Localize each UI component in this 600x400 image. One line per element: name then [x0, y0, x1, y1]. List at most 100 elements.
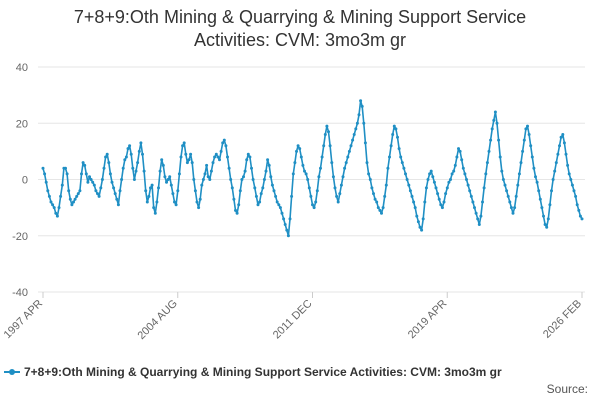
data-point [242, 175, 245, 179]
data-point [413, 206, 417, 210]
data-point [376, 206, 380, 210]
data-point [408, 189, 412, 193]
data-point [493, 110, 497, 114]
data-point [86, 180, 90, 184]
data-point [160, 158, 164, 162]
data-point [476, 217, 480, 221]
data-point [246, 152, 250, 156]
data-point [157, 186, 160, 190]
data-point [432, 180, 436, 184]
data-point [201, 178, 205, 181]
data-point [550, 189, 553, 193]
data-point [266, 158, 270, 162]
data-point [517, 172, 521, 176]
data-point [542, 214, 545, 218]
data-point [240, 178, 244, 181]
data-point [400, 161, 404, 165]
data-point [509, 206, 513, 210]
data-point [254, 194, 258, 198]
data-point [280, 211, 284, 215]
data-point [55, 214, 59, 218]
data-point [269, 175, 273, 179]
data-point [357, 113, 361, 117]
data-point [442, 200, 446, 204]
data-point [394, 127, 398, 131]
data-point [532, 166, 536, 170]
data-point [503, 183, 507, 187]
data-point [372, 192, 375, 196]
data-point [380, 211, 383, 215]
plot-area [41, 99, 584, 238]
data-point [112, 186, 116, 190]
data-point [49, 200, 53, 204]
data-point [299, 155, 303, 159]
data-point [367, 172, 371, 176]
data-point [424, 186, 428, 190]
data-point [460, 158, 464, 162]
data-point [232, 197, 236, 201]
data-point [229, 178, 233, 181]
data-point [322, 144, 326, 148]
data-point [540, 206, 544, 210]
data-point [44, 180, 48, 184]
data-point [102, 166, 106, 170]
data-point [339, 183, 343, 187]
x-tick-label: 2004 AUG [135, 298, 179, 342]
legend[interactable]: 7+8+9:Oth Mining & Quarrying & Mining Su… [4, 363, 502, 381]
data-point [283, 223, 287, 226]
data-point [397, 147, 401, 151]
y-tick-label: -40 [12, 287, 28, 299]
data-point [100, 178, 104, 181]
data-point [384, 183, 388, 187]
data-point [429, 169, 433, 173]
data-point [60, 183, 64, 187]
data-point [166, 178, 170, 181]
data-point [495, 121, 499, 125]
data-point [431, 175, 435, 179]
data-point [330, 161, 334, 165]
data-point [538, 197, 542, 201]
data-point [118, 189, 122, 193]
data-point [511, 211, 515, 215]
data-point [73, 197, 77, 201]
data-point [147, 194, 151, 198]
data-point [224, 144, 228, 148]
data-point [574, 194, 578, 198]
data-point [489, 138, 493, 142]
data-point [168, 175, 172, 179]
data-point [534, 175, 537, 179]
data-point [500, 169, 504, 173]
data-point [437, 197, 441, 201]
data-point [80, 172, 83, 176]
data-point [47, 194, 51, 198]
data-point [187, 158, 191, 162]
data-point [527, 133, 531, 136]
x-tick-label: 2026 FEB [541, 298, 584, 341]
data-point [169, 183, 173, 187]
data-point [416, 220, 420, 224]
data-point [320, 155, 324, 159]
data-point [59, 194, 63, 198]
data-point [323, 133, 327, 136]
data-point [514, 194, 518, 198]
data-point [234, 208, 237, 212]
data-point [120, 178, 124, 181]
legend-series-label: 7+8+9:Oth Mining & Quarrying & Mining Su… [24, 365, 502, 379]
data-point [245, 158, 249, 162]
data-point [259, 192, 263, 196]
data-point [487, 149, 491, 153]
data-point [359, 99, 363, 103]
data-point [521, 149, 525, 153]
data-point [110, 180, 114, 184]
data-point [522, 138, 526, 142]
data-point [43, 172, 47, 176]
data-point [193, 189, 197, 193]
data-point [291, 172, 295, 176]
data-point [128, 144, 132, 148]
data-point [290, 194, 294, 198]
data-point [41, 166, 45, 170]
data-point [208, 178, 212, 181]
data-point [173, 200, 176, 204]
data-point [226, 155, 229, 159]
data-point [452, 169, 456, 173]
